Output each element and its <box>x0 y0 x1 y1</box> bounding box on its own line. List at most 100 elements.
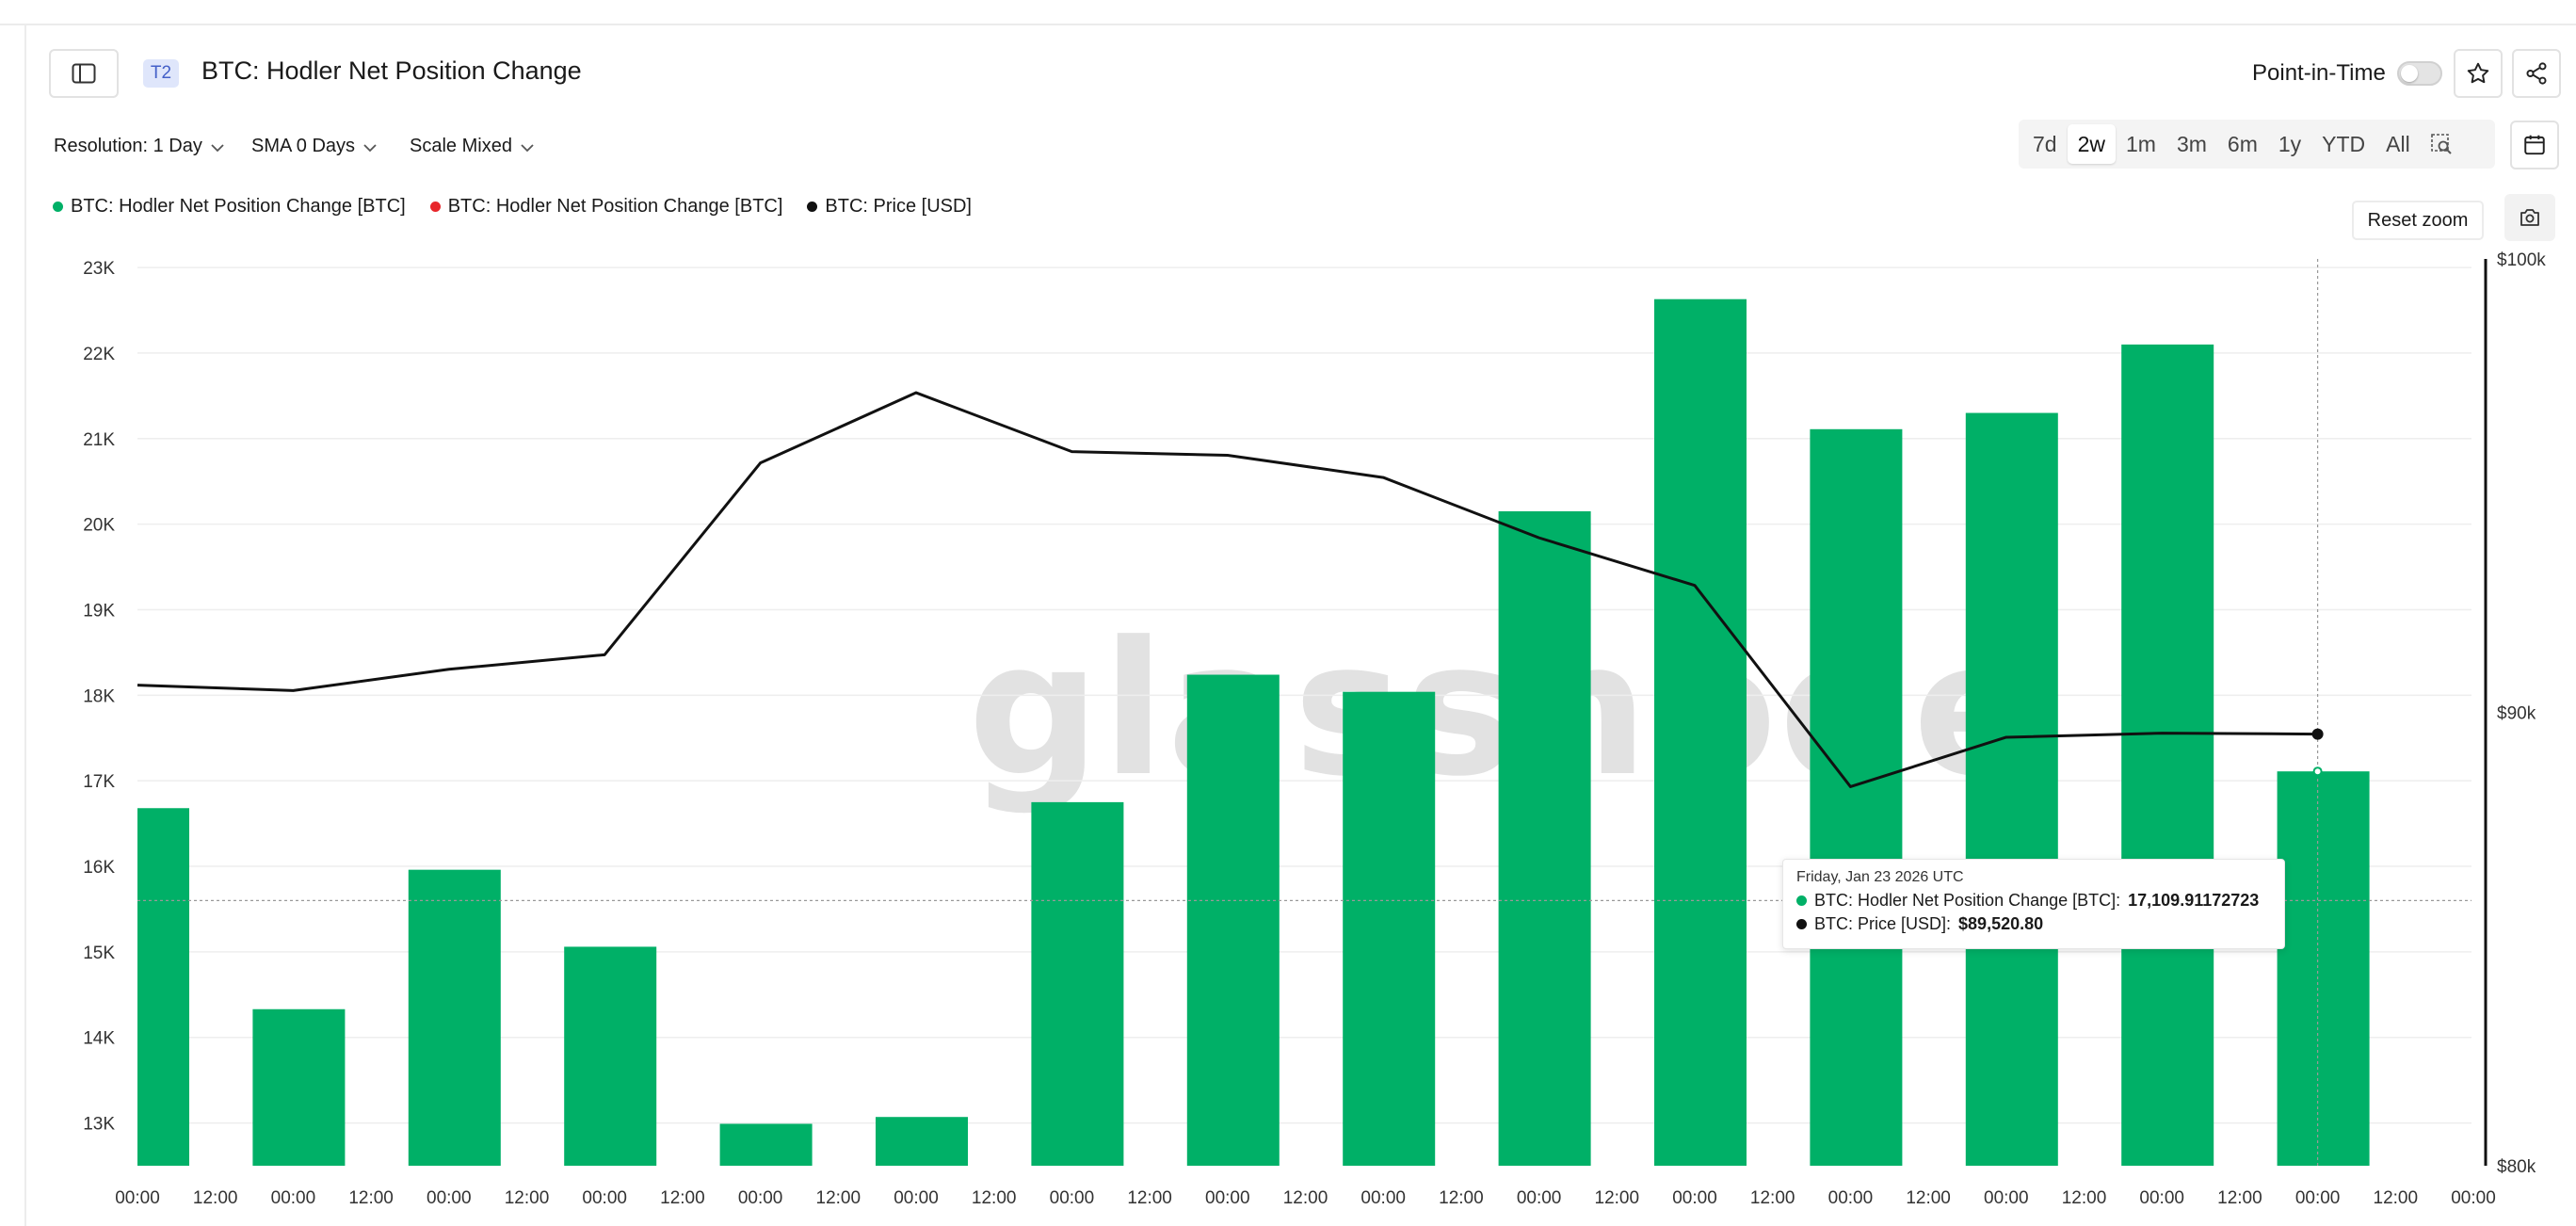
price-hover-point <box>2311 728 2324 740</box>
star-icon <box>2467 62 2489 84</box>
reset-zoom-button[interactable]: Reset zoom <box>2352 201 2484 240</box>
y-tick-label: 14K <box>83 1029 115 1049</box>
zoom-select-icon <box>2430 134 2452 154</box>
favorite-button[interactable] <box>2454 49 2503 98</box>
x-tick-label: 12:00 <box>816 1188 861 1208</box>
legend-dot <box>429 202 441 212</box>
x-tick-label: 00:00 <box>1984 1188 2029 1208</box>
tooltip-date: Friday, Jan 23 2026 UTC <box>1796 869 1964 885</box>
legend-label: BTC: Price [USD] <box>825 196 972 217</box>
range-all-button[interactable]: All <box>2386 131 2410 156</box>
right-tick-label: $100k <box>2497 250 2546 270</box>
x-tick-label: 12:00 <box>972 1188 1017 1208</box>
bar <box>1031 801 1124 1166</box>
toggle-knob <box>2401 65 2418 82</box>
sma-label: SMA 0 Days <box>251 136 356 156</box>
tier-badge: T2 <box>143 59 179 88</box>
bar <box>252 1008 346 1166</box>
tooltip-dot <box>1796 919 1807 929</box>
legend-dot <box>807 202 818 212</box>
y-tick-label: 22K <box>83 345 115 364</box>
calendar-button[interactable] <box>2510 121 2559 169</box>
y-tick-label: 21K <box>83 430 115 450</box>
range-6m-button[interactable]: 6m <box>2227 131 2258 156</box>
chevron-down-icon <box>211 143 224 152</box>
x-tick-label: 00:00 <box>582 1188 627 1208</box>
x-tick-label: 00:00 <box>1205 1188 1250 1208</box>
x-tick-label: 12:00 <box>1283 1188 1328 1208</box>
x-tick-label: 00:00 <box>1050 1188 1095 1208</box>
point-in-time-toggle[interactable] <box>2397 61 2442 86</box>
sidebar-toggle-button[interactable] <box>49 49 119 98</box>
x-tick-label: 12:00 <box>1439 1188 1484 1208</box>
chart-legend: BTC: Hodler Net Position Change [BTC] BT… <box>53 196 972 218</box>
bar <box>564 946 657 1166</box>
calendar-icon <box>2524 135 2545 155</box>
range-7d-button[interactable]: 7d <box>2033 131 2057 156</box>
x-tick-label: 12:00 <box>1127 1188 1172 1208</box>
legend-label: BTC: Hodler Net Position Change [BTC] <box>447 196 783 217</box>
tooltip-value: 17,109.91172723 <box>2128 891 2260 910</box>
bar-hover-point <box>2312 766 2323 777</box>
x-tick-label: 12:00 <box>1906 1188 1951 1208</box>
x-tick-label: 00:00 <box>115 1188 160 1208</box>
range-1m-button[interactable]: 1m <box>2126 131 2156 156</box>
legend-item[interactable]: BTC: Hodler Net Position Change [BTC] <box>53 196 406 218</box>
x-tick-label: 00:00 <box>2451 1188 2496 1208</box>
tooltip-row: BTC: Hodler Net Position Change [BTC]: 1… <box>1796 891 2271 911</box>
x-tick-label: 12:00 <box>2217 1188 2262 1208</box>
x-tick-label: 12:00 <box>193 1188 238 1208</box>
y-tick-label: 13K <box>83 1115 115 1135</box>
camera-icon <box>2520 209 2539 226</box>
legend-item[interactable]: BTC: Price [USD] <box>807 196 972 218</box>
top-divider <box>0 24 2576 25</box>
screenshot-button[interactable] <box>2504 194 2555 241</box>
x-tick-label: 00:00 <box>427 1188 472 1208</box>
x-tick-label: 00:00 <box>1517 1188 1562 1208</box>
x-tick-label: 12:00 <box>505 1188 550 1208</box>
x-tick-label: 12:00 <box>1750 1188 1795 1208</box>
x-tick-label: 12:00 <box>660 1188 705 1208</box>
zoom-select-button[interactable] <box>2421 124 2462 164</box>
scale-dropdown[interactable]: Scale Mixed <box>410 136 535 157</box>
share-button[interactable] <box>2512 49 2561 98</box>
y-tick-label: 19K <box>83 601 115 621</box>
chevron-down-icon <box>521 143 534 152</box>
tooltip-dot <box>1796 895 1807 906</box>
resolution-label: Resolution: 1 Day <box>54 136 202 156</box>
bar <box>719 1123 813 1166</box>
x-tick-label: 12:00 <box>1595 1188 1640 1208</box>
y-tick-label: 15K <box>83 944 115 963</box>
right-tick-label: $80k <box>2497 1157 2536 1177</box>
sidebar-icon <box>72 63 96 84</box>
bar <box>408 869 501 1166</box>
bar <box>2277 771 2370 1166</box>
x-tick-label: 12:00 <box>2062 1188 2107 1208</box>
range-ytd-button[interactable]: YTD <box>2322 131 2366 156</box>
x-tick-label: 00:00 <box>738 1188 783 1208</box>
watermark: glassnode <box>968 603 2040 817</box>
x-tick-label: 00:00 <box>2295 1188 2341 1208</box>
y-tick-label: 16K <box>83 858 115 878</box>
tooltip-label: BTC: Hodler Net Position Change [BTC]: <box>1814 891 2121 910</box>
tooltip-row: BTC: Price [USD]: $89,520.80 <box>1796 914 2271 934</box>
legend-item[interactable]: BTC: Hodler Net Position Change [BTC] <box>429 196 783 218</box>
y-tick-label: 18K <box>83 686 115 706</box>
resolution-dropdown[interactable]: Resolution: 1 Day <box>54 136 225 157</box>
bar <box>876 1117 968 1166</box>
y-tick-label: 17K <box>83 772 115 792</box>
right-tick-label: $90k <box>2497 704 2536 724</box>
x-tick-label: 00:00 <box>1360 1188 1406 1208</box>
range-1y-button[interactable]: 1y <box>2278 131 2302 156</box>
x-tick-label: 00:00 <box>1828 1188 1874 1208</box>
bar <box>2121 344 2214 1166</box>
range-2w-button[interactable]: 2w <box>2067 124 2116 164</box>
panel-edge <box>24 25 26 1226</box>
page-title: BTC: Hodler Net Position Change <box>201 56 582 85</box>
bar <box>137 808 189 1166</box>
tooltip-value: $89,520.80 <box>1958 914 2044 933</box>
point-in-time-label: Point-in-Time <box>2252 60 2386 86</box>
sma-dropdown[interactable]: SMA 0 Days <box>251 136 378 157</box>
range-3m-button[interactable]: 3m <box>2176 131 2207 156</box>
legend-dot <box>53 202 63 212</box>
